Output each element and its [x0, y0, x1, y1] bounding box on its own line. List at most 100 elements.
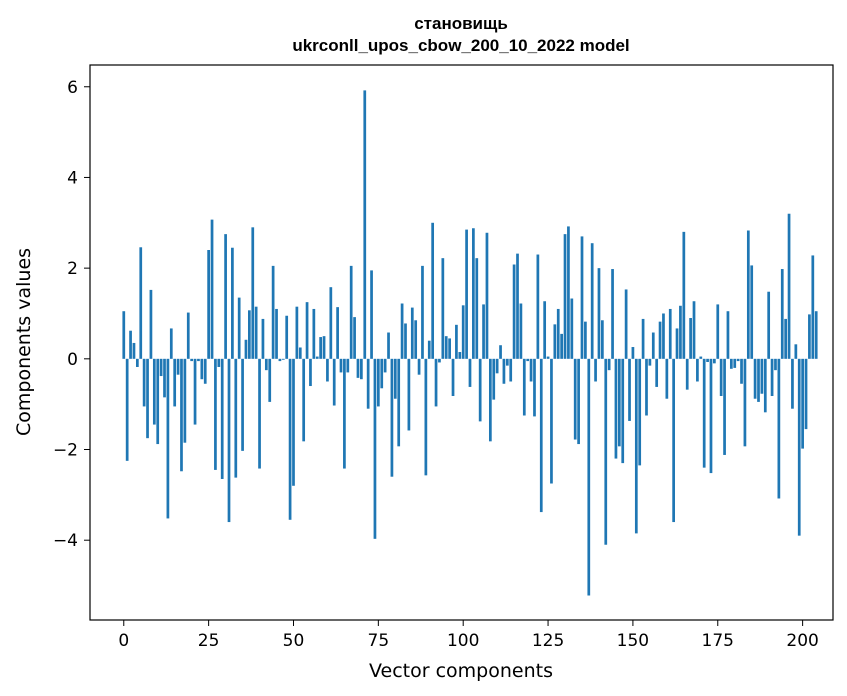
bar [482, 304, 485, 359]
bar [716, 304, 720, 359]
plot-frame [89, 64, 834, 621]
bar [780, 269, 784, 359]
x-tick-label: 125 [532, 631, 564, 651]
x-tick-label: 100 [447, 631, 479, 651]
bar [550, 358, 553, 484]
bar [641, 318, 645, 359]
bar [614, 358, 618, 459]
bar [791, 358, 794, 409]
bar [577, 358, 580, 445]
y-axis-ticks: −4 −2 0 2 4 6 [53, 78, 90, 551]
bar [719, 358, 723, 396]
bar [203, 358, 207, 384]
bar [743, 358, 747, 447]
bar [275, 308, 278, 359]
bars-group [122, 90, 818, 596]
bar [197, 358, 200, 362]
bar [227, 358, 231, 523]
bar [472, 228, 475, 359]
bar [329, 287, 333, 359]
bar [624, 289, 628, 359]
bar [186, 312, 190, 359]
bar [655, 358, 659, 387]
bar [366, 358, 370, 409]
bar [488, 358, 492, 442]
bar [760, 358, 764, 394]
bar [631, 347, 635, 359]
bar [264, 358, 268, 371]
bar [309, 358, 312, 387]
bar [343, 358, 346, 469]
bar [648, 358, 652, 366]
bar [594, 358, 597, 382]
bar [281, 358, 285, 360]
bar [611, 269, 614, 359]
bar [634, 358, 638, 534]
bar [512, 264, 516, 359]
bar [645, 358, 648, 416]
x-tick-label: 175 [702, 631, 734, 651]
bar [597, 268, 601, 359]
bar [516, 253, 519, 359]
bar [417, 358, 421, 375]
bar [173, 358, 177, 407]
bar [346, 358, 350, 373]
bar [492, 358, 496, 400]
bar [217, 358, 221, 367]
bar [580, 236, 584, 359]
chart-title-line-1: становищь [414, 14, 508, 33]
bar [360, 358, 363, 380]
bar [353, 317, 356, 359]
y-tick-label: 0 [67, 350, 78, 370]
bar [159, 358, 163, 377]
bar [332, 358, 336, 406]
bar [702, 358, 706, 468]
bar [434, 358, 438, 407]
bar [699, 356, 703, 359]
bar [658, 321, 662, 359]
bar [726, 311, 730, 359]
bar [326, 358, 329, 382]
bar [529, 358, 533, 382]
y-tick-label: 2 [67, 259, 78, 279]
bar [214, 358, 217, 470]
bar [801, 358, 804, 449]
bar [740, 358, 743, 384]
bar [604, 358, 608, 545]
bar [536, 254, 540, 359]
y-tick-label: 6 [67, 78, 78, 98]
bar [495, 358, 499, 374]
bar [278, 358, 282, 362]
x-tick-label: 25 [198, 631, 220, 651]
bar [458, 352, 462, 359]
bar [322, 336, 326, 359]
y-tick-label: 4 [67, 168, 78, 188]
y-tick-label: −2 [53, 441, 78, 461]
bar [302, 358, 306, 442]
bar [152, 358, 156, 425]
bar [455, 324, 458, 359]
bar [169, 328, 173, 359]
bar [713, 358, 716, 364]
bar [176, 358, 180, 375]
bar [621, 358, 625, 464]
bar [404, 323, 407, 359]
bar [556, 308, 560, 359]
bar [448, 338, 451, 359]
bar [526, 358, 530, 362]
bar [502, 358, 506, 384]
bar [248, 310, 251, 359]
bar [662, 313, 665, 359]
bar [563, 234, 567, 359]
bar [387, 332, 390, 359]
bar [132, 342, 136, 359]
bar [210, 219, 214, 359]
x-tick-label: 200 [786, 631, 818, 651]
bar [567, 226, 570, 359]
bar [468, 358, 472, 387]
bar [156, 358, 160, 445]
bar [628, 358, 631, 421]
bar [298, 347, 302, 359]
bar [373, 358, 377, 539]
